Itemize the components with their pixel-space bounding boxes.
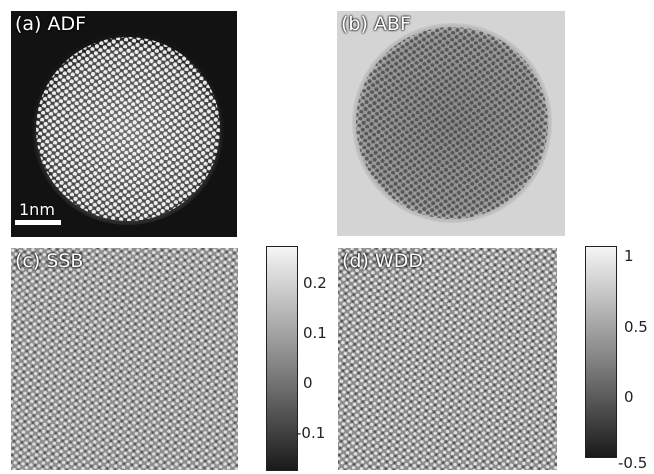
colorbar-ssb-tick: 0.2 — [303, 274, 327, 292]
colorbar-ssb-tick: 0.1 — [303, 324, 327, 342]
scale-bar-label: 1nm — [19, 200, 55, 219]
colorbar-ssb — [266, 246, 298, 471]
colorbar-wdd-tick: 1 — [624, 247, 634, 265]
panel-abf: (b) ABF — [337, 11, 565, 236]
abf-image — [337, 11, 565, 236]
panel-label-abf: (b) ABF — [341, 13, 411, 35]
colorbar-ssb-tick: 0 — [303, 374, 313, 392]
panel-label-adf: (a) ADF — [15, 13, 87, 35]
colorbar-wdd-tick: 0 — [624, 388, 634, 406]
scale-bar — [15, 220, 61, 225]
ssb-image — [11, 248, 238, 470]
panel-wdd: (d) WDD — [338, 248, 557, 470]
panel-ssb: (c) SSB — [11, 248, 238, 470]
colorbar-wdd — [585, 246, 617, 458]
wdd-image — [338, 248, 557, 470]
colorbar-ssb-tick: -0.1 — [296, 424, 326, 442]
panel-adf: (a) ADF 1nm — [11, 11, 237, 237]
panel-label-wdd: (d) WDD — [342, 250, 423, 272]
colorbar-wdd-tick: 0.5 — [624, 318, 648, 336]
panel-label-ssb: (c) SSB — [15, 250, 84, 272]
adf-image — [11, 11, 237, 237]
colorbar-wdd-tick: -0.5 — [618, 454, 648, 472]
